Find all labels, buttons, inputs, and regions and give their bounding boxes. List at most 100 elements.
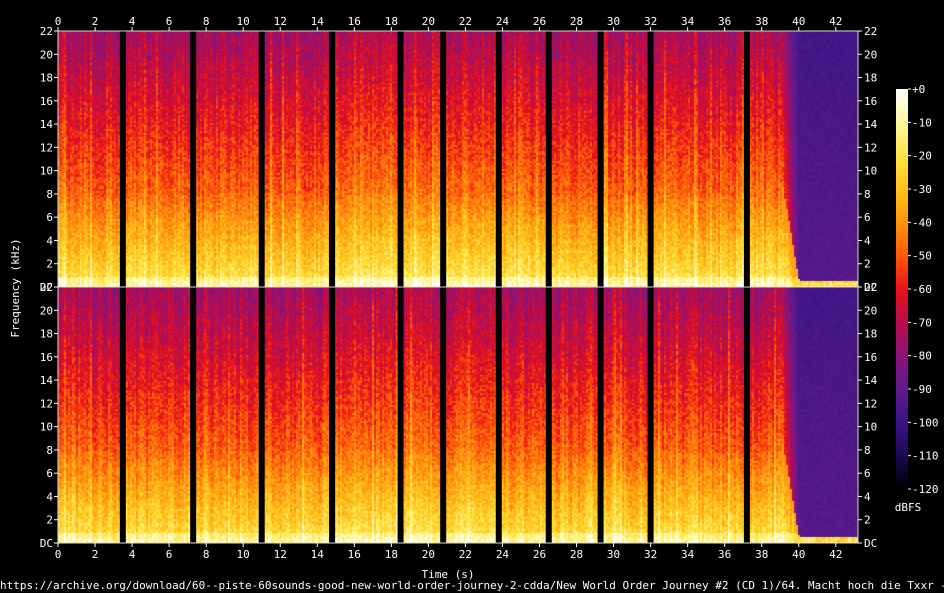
y-tick-label-right: 18 xyxy=(864,72,877,85)
x-tick-label-top: 22 xyxy=(459,15,472,28)
x-tick-label-bottom: 18 xyxy=(385,548,398,561)
x-tick-label-bottom: 4 xyxy=(129,548,136,561)
silence-gap xyxy=(190,31,197,287)
y-tick-label-left: 12 xyxy=(40,397,53,410)
y-tick-label-right: 14 xyxy=(864,374,878,387)
silence-gap xyxy=(329,31,336,287)
y-tick-label-right: 20 xyxy=(864,304,877,317)
y-tick-label-left: 10 xyxy=(40,165,53,178)
x-tick-label-bottom: 10 xyxy=(237,548,250,561)
colorbar-tick-label: -10 xyxy=(912,116,932,129)
y-tick-label-left: 18 xyxy=(40,328,53,341)
colorbar-tick-label: -40 xyxy=(912,216,932,229)
x-tick-label-bottom: 2 xyxy=(92,548,99,561)
y-tick-label-right: 12 xyxy=(864,141,877,154)
x-tick-label-top: 12 xyxy=(274,15,287,28)
x-tick-label-top: 18 xyxy=(385,15,398,28)
colorbar-scale xyxy=(896,89,908,489)
x-tick-label-top: 40 xyxy=(792,15,805,28)
silence-gap xyxy=(397,31,404,287)
silence-gap xyxy=(119,287,126,543)
y-tick-label-right: 20 xyxy=(864,48,877,61)
x-tick-label-top: 2 xyxy=(92,15,99,28)
x-tick-label-bottom: 20 xyxy=(422,548,435,561)
y-tick-label-left: 4 xyxy=(46,234,53,247)
y-tick-label-right: 14 xyxy=(864,118,878,131)
x-tick-label-top: 6 xyxy=(166,15,173,28)
y-tick-label-right: 4 xyxy=(864,490,871,503)
silence-gap xyxy=(440,31,447,287)
x-tick-label-top: 34 xyxy=(681,15,695,28)
y-tick-label-right: 8 xyxy=(864,188,871,201)
y-tick-label-left: 16 xyxy=(40,95,53,108)
y-tick-label-right: 16 xyxy=(864,95,877,108)
x-tick-label-bottom: 0 xyxy=(55,548,62,561)
y-tick-label-left: 12 xyxy=(40,141,53,154)
silence-gap xyxy=(440,287,447,543)
silence-gap xyxy=(329,287,336,543)
colorbar-tick-label: -30 xyxy=(912,183,932,196)
x-tick-label-bottom: 12 xyxy=(274,548,287,561)
y-tick-label-left: 6 xyxy=(46,467,53,480)
spectrogram-channel-2 xyxy=(57,286,859,544)
silence-gap xyxy=(545,287,552,543)
spectrogram-channel-1 xyxy=(57,30,859,288)
x-tick-label-bottom: 42 xyxy=(829,548,842,561)
colorbar-tick-label: -50 xyxy=(912,250,932,263)
silence-gap xyxy=(190,287,197,543)
colorbar-tick-label: -90 xyxy=(912,383,932,396)
silence-gap xyxy=(743,287,750,543)
y-tick-label-left: 18 xyxy=(40,72,53,85)
silence-gap xyxy=(495,287,502,543)
x-tick-label-top: 28 xyxy=(570,15,583,28)
y-tick-label-right: 16 xyxy=(864,351,877,364)
x-tick-label-top: 16 xyxy=(348,15,361,28)
x-tick-label-top: 30 xyxy=(607,15,620,28)
x-tick-label-top: 24 xyxy=(496,15,510,28)
x-tick-label-top: 14 xyxy=(311,15,325,28)
x-tick-label-top: 0 xyxy=(55,15,62,28)
x-tick-label-bottom: 8 xyxy=(203,548,210,561)
silence-gap xyxy=(397,287,404,543)
y-tick-label-left: 22 xyxy=(40,281,53,294)
y-tick-label-right: 12 xyxy=(864,397,877,410)
y-tick-label-right: 4 xyxy=(864,234,871,247)
y-tick-label-left: 20 xyxy=(40,48,53,61)
x-tick-label-bottom: 34 xyxy=(681,548,695,561)
y-tick-label-right: 22 xyxy=(864,281,877,294)
x-tick-label-top: 8 xyxy=(203,15,210,28)
y-tick-label-right: DC xyxy=(864,281,877,294)
silence-gap xyxy=(647,31,654,287)
x-tick-label-bottom: 22 xyxy=(459,548,472,561)
colorbar-tick-label: +0 xyxy=(912,83,925,96)
spectrogram-channel-1-image xyxy=(58,31,858,287)
x-tick-label-bottom: 30 xyxy=(607,548,620,561)
x-tick-label-top: 20 xyxy=(422,15,435,28)
y-tick-label-right: 10 xyxy=(864,421,877,434)
x-axis-title: Time (s) xyxy=(422,568,475,581)
y-tick-label-right: 10 xyxy=(864,165,877,178)
silence-gap xyxy=(743,31,750,287)
x-tick-label-bottom: 36 xyxy=(718,548,731,561)
x-tick-label-bottom: 40 xyxy=(792,548,805,561)
y-tick-label-left: 8 xyxy=(46,188,53,201)
y-tick-label-left: 20 xyxy=(40,304,53,317)
y-tick-label-left: 4 xyxy=(46,490,53,503)
y-tick-label-left: 8 xyxy=(46,444,53,457)
x-tick-label-top: 26 xyxy=(533,15,546,28)
colorbar: +0 -10 -20 -30 -40 -50 -60 -70 -80 -90 -100 -110 -12… xyxy=(895,83,939,514)
colorbar-tick-label: -80 xyxy=(912,350,932,363)
silence-gap xyxy=(119,31,126,287)
y-tick-label-left: 16 xyxy=(40,351,53,364)
y-tick-label-right: 2 xyxy=(864,514,871,527)
x-tick-label-top: 4 xyxy=(129,15,136,28)
colorbar-tick-label: -60 xyxy=(912,283,932,296)
y-tick-label-left: 2 xyxy=(46,514,53,527)
x-tick-label-bottom: 14 xyxy=(311,548,325,561)
silence-gap xyxy=(258,287,265,543)
y-tick-label-right: DC xyxy=(864,537,877,550)
silence-gap xyxy=(495,31,502,287)
colorbar-tick-label: -100 xyxy=(912,416,939,429)
x-tick-label-top: 32 xyxy=(644,15,657,28)
